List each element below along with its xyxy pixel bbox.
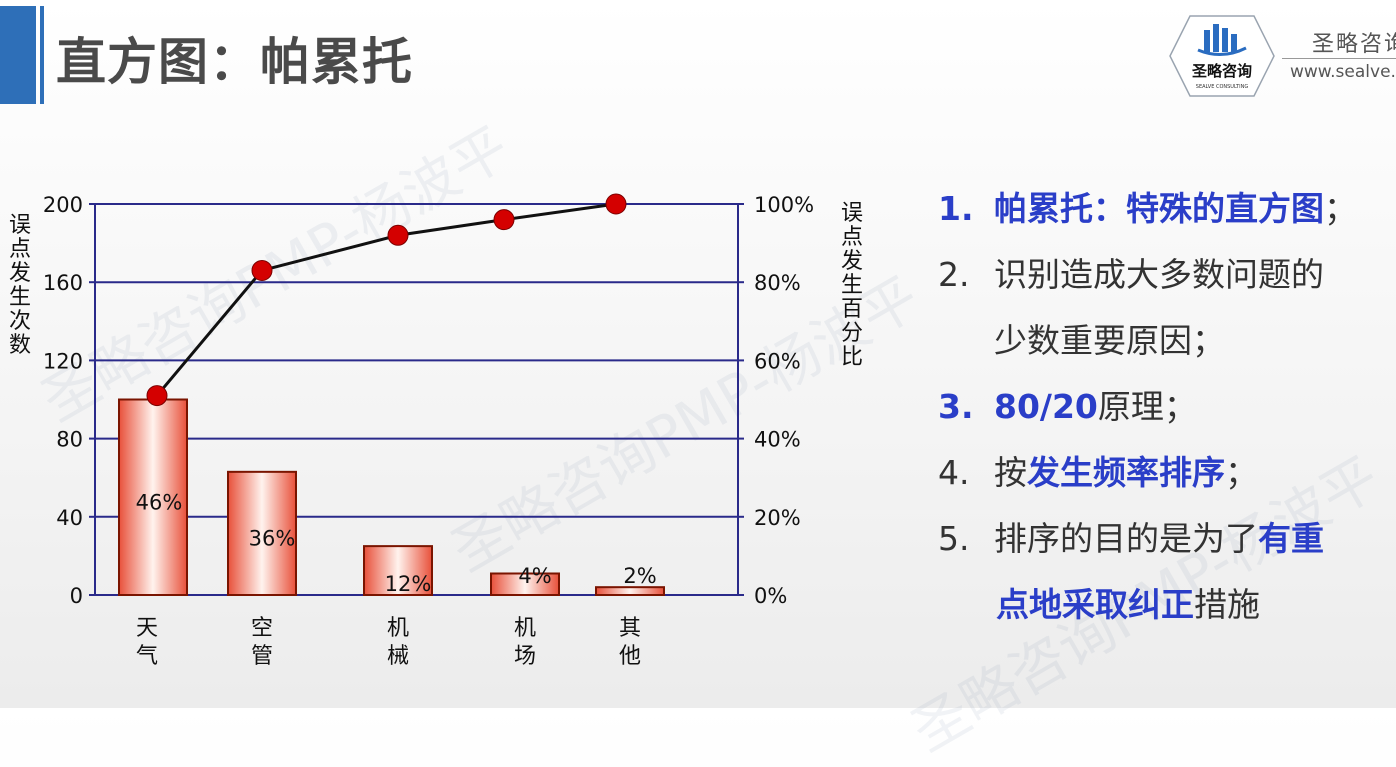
cumulative-point: [146, 385, 168, 407]
brand-url: www.sealve.: [1290, 62, 1396, 82]
y-axis-label-char: 数: [9, 333, 31, 358]
logo-text: 圣略咨询: [1191, 62, 1252, 80]
point-5-continued: 点地采取纠正 措施: [938, 572, 1396, 638]
y2-tick-label: 40%: [754, 428, 801, 452]
point-number: 3.: [938, 387, 974, 426]
y2-axis-label-char: 分: [841, 321, 863, 346]
bar-data-label: 2%: [623, 564, 656, 588]
y2-axis-label-char: 发: [841, 249, 863, 274]
bar: [490, 572, 560, 596]
y-tick-label: 200: [43, 193, 83, 217]
bar: [227, 470, 297, 596]
point-2: 2. 识别造成大多数问题的: [938, 242, 1396, 308]
cumulative-point: [493, 209, 515, 231]
point-bold: 发生频率排序: [1027, 453, 1225, 492]
bar: [595, 586, 665, 596]
bar-data-label: 36%: [249, 526, 296, 550]
brand-block: 圣略咨询 www.sealve.: [1290, 26, 1396, 82]
point-tail: ；: [1324, 189, 1357, 228]
y-tick-label: 80: [56, 428, 83, 452]
title-accent-line: [40, 6, 44, 104]
point-2-continued: 少数重要原因；: [938, 308, 1396, 374]
page-title: 直方图：帕累托: [56, 33, 413, 91]
title-accent-bar: [0, 6, 36, 104]
y2-tick-label: 60%: [754, 349, 801, 373]
key-points: 1. 帕累托：特殊的直方图 ； 2. 识别造成大多数问题的 少数重要原因； 3.…: [938, 176, 1396, 638]
point-number: 1.: [938, 189, 974, 228]
point-text: 原理；: [1097, 387, 1197, 426]
x-tick-label: 其: [619, 616, 641, 641]
y2-axis-label-char: 生: [841, 273, 863, 298]
y-axis-label-char: 点: [9, 237, 31, 262]
brand-divider: [1282, 58, 1396, 59]
bar-data-label: 46%: [136, 490, 183, 514]
bar: [363, 545, 433, 596]
cumulative-point: [387, 224, 409, 246]
brand-name: 圣略咨询: [1312, 32, 1396, 57]
pareto-chart: 040801201602000%20%40%60%80%100%误点发生次数误点…: [9, 193, 863, 669]
point-bold: 80/20: [994, 387, 1098, 426]
y-tick-label: 120: [43, 349, 83, 373]
y2-axis-label-char: 误: [841, 201, 863, 226]
x-tick-label: 场: [514, 644, 536, 669]
point-text: 帕累托：特殊的直方图: [994, 189, 1324, 228]
y2-axis-label-char: 点: [841, 225, 863, 250]
point-4: 4. 按 发生频率排序 ；: [938, 440, 1396, 506]
x-tick-label: 机: [514, 616, 536, 641]
x-tick-label: 他: [619, 644, 641, 669]
x-tick-label: 管: [251, 644, 273, 669]
point-number: 4.: [938, 453, 970, 492]
bar-data-label: 12%: [385, 572, 432, 596]
y2-axis-label-char: 百: [841, 297, 863, 322]
point-text: 少数重要原因；: [994, 321, 1225, 360]
y-axis-label-char: 误: [9, 213, 31, 238]
point-3: 3. 80/20 原理；: [938, 374, 1396, 440]
point-number: 2.: [938, 255, 970, 294]
y-tick-label: 40: [56, 506, 83, 530]
point-post: 措施: [1194, 585, 1260, 624]
bar-data-label: 4%: [518, 564, 551, 588]
y-axis-label-char: 发: [9, 261, 31, 286]
y-axis-label-char: 生: [9, 285, 31, 310]
x-tick-label: 天: [136, 616, 158, 641]
y2-tick-label: 80%: [754, 271, 801, 295]
plot-frame: [94, 203, 739, 596]
cumulative-point: [605, 193, 627, 215]
point-pre: 排序的目的是为了: [994, 519, 1258, 558]
y2-tick-label: 0%: [754, 584, 787, 608]
point-post: ；: [1225, 453, 1258, 492]
logo-subtext: SEALVE CONSULTING: [1196, 84, 1249, 90]
point-text: 识别造成大多数问题的: [994, 255, 1324, 294]
y2-tick-label: 20%: [754, 506, 801, 530]
y2-tick-label: 100%: [754, 193, 814, 217]
brand-logo: 圣略咨询 SEALVE CONSULTING: [1169, 15, 1275, 97]
point-pre: 按: [994, 453, 1027, 492]
point-1: 1. 帕累托：特殊的直方图 ；: [938, 176, 1396, 242]
point-bold: 点地采取纠正: [996, 585, 1194, 624]
cumulative-point: [251, 259, 273, 281]
point-5: 5. 排序的目的是为了 有重: [938, 506, 1396, 572]
y-tick-label: 0: [70, 584, 83, 608]
y-tick-label: 160: [43, 271, 83, 295]
y2-axis-label-char: 比: [841, 345, 863, 370]
x-tick-label: 气: [136, 644, 158, 669]
x-tick-label: 空: [251, 616, 273, 641]
x-tick-label: 械: [387, 644, 409, 669]
cumulative-line: [155, 202, 617, 397]
point-bold: 有重: [1258, 519, 1324, 558]
y-axis-label-char: 次: [9, 309, 31, 334]
x-tick-label: 机: [387, 616, 409, 641]
point-number: 5.: [938, 519, 970, 558]
